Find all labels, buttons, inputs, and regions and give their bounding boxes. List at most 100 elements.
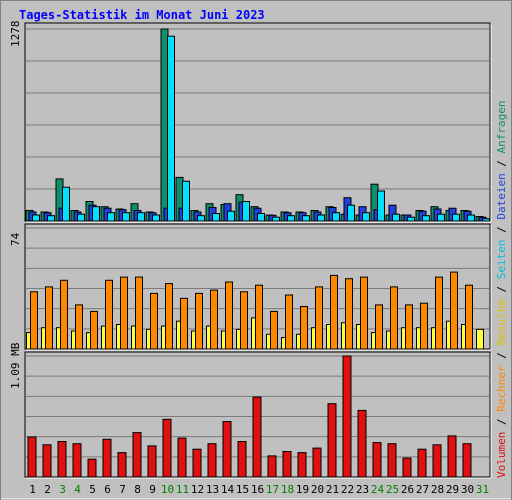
bar-volumen-day-27 — [417, 448, 427, 478]
x-tick-label: 12 — [191, 483, 204, 496]
bar-rechner-day-20 — [315, 286, 323, 350]
bar-rechner-day-19 — [300, 306, 308, 350]
bar-seiten-day-5 — [92, 206, 100, 222]
x-tick-label: 23 — [356, 483, 369, 496]
bar-rechner-day-5 — [90, 310, 98, 350]
bar-seiten-day-30 — [467, 214, 475, 222]
bar-rechner-day-25 — [390, 286, 398, 350]
legend-part: / — [495, 153, 508, 173]
legend-part: / — [495, 220, 508, 240]
bar-volumen-day-8 — [132, 432, 142, 478]
bar-volumen-day-16 — [252, 396, 262, 478]
bar-volumen-day-26 — [402, 457, 412, 478]
chart-panels: 1278 74 1.09 MB — [9, 21, 492, 479]
bar-volumen-day-9 — [147, 445, 157, 478]
bar-volumen-day-21 — [327, 403, 337, 478]
right-legend: Volumen / Rechner / Besuche / Seiten / D… — [495, 100, 508, 478]
bar-rechner-day-21 — [330, 274, 338, 350]
y-max-label: 74 — [9, 232, 22, 246]
bar-rechner-day-2 — [45, 286, 53, 350]
legend-part: Dateien — [495, 173, 508, 219]
chart-title: Tages-Statistik im Monat Juni 2023 — [19, 8, 265, 22]
bar-rechner-day-23 — [360, 276, 368, 350]
x-tick-label: 3 — [59, 483, 66, 496]
bar-rechner-day-14 — [225, 281, 233, 350]
bar-rechner-day-10 — [165, 283, 173, 350]
y-max-label: 1278 — [9, 21, 22, 48]
x-tick-label: 11 — [176, 483, 189, 496]
x-tick-label: 6 — [104, 483, 111, 496]
bar-volumen-day-2 — [42, 444, 52, 478]
bar-seiten-day-3 — [62, 186, 70, 222]
legend-part: Anfragen — [495, 100, 508, 153]
bar-volumen-day-29 — [447, 435, 457, 478]
x-tick-label: 2 — [44, 483, 51, 496]
bar-rechner-day-27 — [420, 302, 428, 350]
x-tick-label: 7 — [119, 483, 126, 496]
bar-rechner-day-24 — [375, 304, 383, 350]
bar-anfragen-day-10 — [160, 28, 169, 222]
legend-part: Volumen — [495, 432, 508, 478]
x-axis-labels: 1 2 3 4 5 6 7 8 9 10 11 12 13 14 15 16 17 18 19 20 21 22 23 24 2… — [29, 483, 489, 496]
bar-volumen-day-4 — [72, 443, 82, 478]
bar-rechner-day-30 — [465, 284, 473, 350]
bar-volumen-day-23 — [357, 409, 367, 478]
bar-rechner-day-9 — [150, 292, 158, 350]
x-tick-label: 29 — [446, 483, 459, 496]
panel-visits-hosts: 74 — [9, 223, 492, 351]
x-tick-label: 17 — [266, 483, 279, 496]
y-max-label: 1.09 MB — [9, 342, 22, 389]
bar-volumen-day-28 — [432, 444, 442, 478]
bar-seiten-day-14 — [227, 210, 235, 222]
bar-volumen-day-6 — [102, 438, 112, 478]
bar-seiten-day-23 — [362, 212, 370, 222]
bar-seiten-day-12 — [197, 215, 205, 222]
bar-rechner-day-4 — [75, 304, 83, 350]
bar-seiten-day-13 — [212, 213, 220, 222]
bar-seiten-day-28 — [437, 213, 445, 222]
bar-seiten-day-1 — [32, 214, 40, 222]
bar-rechner-day-8 — [135, 276, 143, 350]
bar-seiten-day-9 — [152, 214, 160, 222]
bar-volumen-day-7 — [117, 452, 127, 478]
bar-rechner-day-11 — [180, 297, 188, 350]
x-tick-label: 8 — [134, 483, 141, 496]
bar-rechner-day-28 — [435, 276, 443, 350]
x-tick-label: 21 — [326, 483, 339, 496]
bar-rechner-day-3 — [60, 279, 68, 350]
bar-volumen-day-24 — [372, 442, 382, 478]
x-tick-label: 24 — [371, 483, 385, 496]
x-tick-label: 14 — [221, 483, 235, 496]
bar-volumen-day-15 — [237, 441, 247, 478]
bar-seiten-day-8 — [137, 212, 145, 222]
legend-part: / — [495, 346, 508, 366]
panel-frame — [24, 22, 491, 222]
bar-rechner-day-1 — [30, 291, 38, 350]
bar-seiten-day-18 — [287, 215, 295, 222]
bar-seiten-day-26 — [407, 216, 415, 222]
x-tick-label: 16 — [251, 483, 264, 496]
bar-volumen-day-19 — [297, 452, 307, 478]
x-tick-label: 26 — [401, 483, 414, 496]
x-tick-label: 10 — [161, 483, 174, 496]
bar-rechner-day-13 — [210, 289, 218, 350]
bar-seiten-day-7 — [122, 212, 130, 222]
legend-part: / — [495, 412, 508, 432]
x-tick-label: 4 — [74, 483, 81, 496]
x-tick-label: 15 — [236, 483, 249, 496]
bar-rechner-day-15 — [240, 291, 248, 350]
x-tick-label: 27 — [416, 483, 429, 496]
bar-seiten-day-20 — [317, 214, 325, 222]
x-tick-label: 28 — [431, 483, 444, 496]
bar-seiten-day-16 — [257, 213, 265, 222]
bar-volumen-day-20 — [312, 447, 322, 478]
x-tick-label: 20 — [311, 483, 324, 496]
bar-volumen-day-5 — [87, 458, 97, 478]
x-tick-label: 18 — [281, 483, 294, 496]
legend-part: Rechner — [495, 365, 508, 412]
bar-seiten-day-22 — [347, 204, 355, 222]
panel-hits-files-pages: 1278 — [9, 21, 492, 223]
x-tick-label: 5 — [89, 483, 96, 496]
x-tick-label: 1 — [29, 483, 36, 496]
